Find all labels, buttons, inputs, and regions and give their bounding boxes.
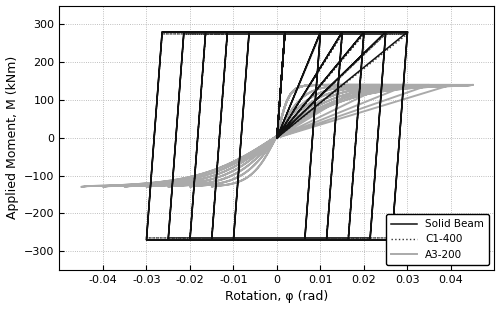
- C1-400: [404, 32, 410, 36]
- Solid Beam: [148, 175, 154, 178]
- Solid Beam: [150, 157, 156, 161]
- X-axis label: Rotation, φ (rad): Rotation, φ (rad): [226, 290, 328, 303]
- C1-400: [280, 61, 285, 65]
- C1-400: [282, 32, 288, 36]
- A3-200: [344, 90, 350, 93]
- Solid Beam: [282, 39, 288, 43]
- C1-400: [220, 83, 226, 87]
- Legend: Solid Beam, C1-400, A3-200: Solid Beam, C1-400, A3-200: [386, 214, 489, 265]
- Line: C1-400: C1-400: [146, 34, 408, 238]
- C1-400: [150, 157, 156, 160]
- Solid Beam: [220, 82, 226, 86]
- Solid Beam: [302, 238, 308, 242]
- A3-200: [208, 185, 214, 189]
- Line: A3-200: A3-200: [81, 85, 472, 187]
- Line: Solid Beam: Solid Beam: [146, 32, 408, 240]
- A3-200: [330, 83, 336, 87]
- Solid Beam: [276, 118, 281, 122]
- Solid Beam: [404, 30, 410, 34]
- A3-200: [274, 136, 280, 140]
- A3-200: [274, 136, 280, 140]
- Solid Beam: [274, 136, 280, 140]
- C1-400: [148, 174, 154, 177]
- A3-200: [339, 83, 345, 87]
- C1-400: [282, 41, 288, 44]
- A3-200: [261, 158, 267, 161]
- Y-axis label: Applied Moment, M (kNm): Applied Moment, M (kNm): [6, 56, 18, 219]
- Solid Beam: [282, 30, 288, 34]
- C1-400: [302, 236, 308, 240]
- A3-200: [448, 83, 454, 87]
- A3-200: [470, 83, 476, 87]
- C1-400: [276, 119, 281, 122]
- A3-200: [300, 102, 306, 106]
- C1-400: [274, 136, 280, 140]
- Solid Beam: [280, 60, 285, 63]
